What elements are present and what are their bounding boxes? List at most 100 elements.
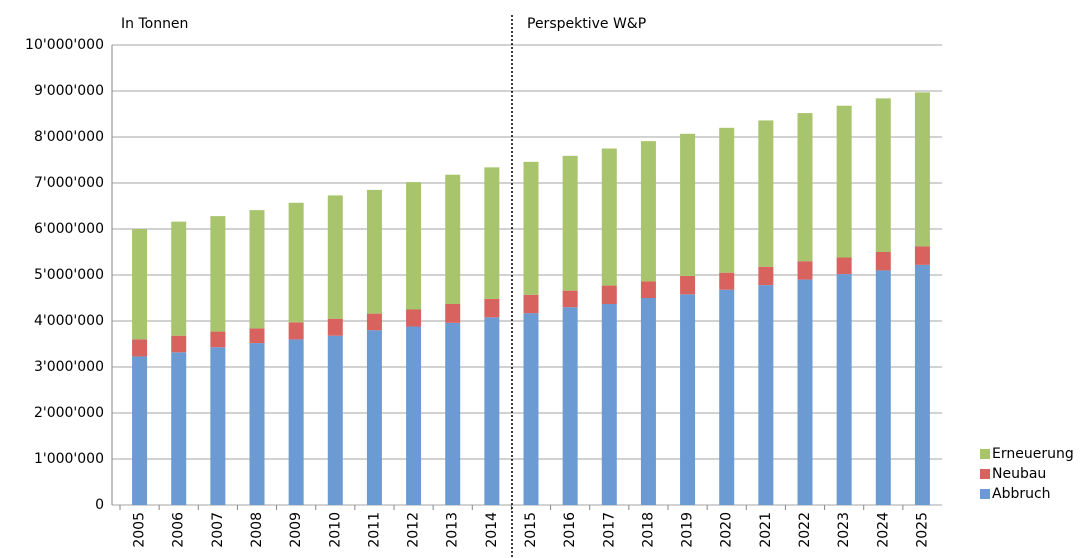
y-tick-label: 2'000'000: [34, 405, 104, 421]
x-tick-label: 2018: [640, 512, 656, 548]
y-tick-label: 3'000'000: [34, 359, 104, 375]
bar-segment: [406, 182, 422, 310]
bar-segment: [327, 318, 343, 336]
bar-segment: [249, 343, 265, 505]
bar-segment: [484, 298, 500, 318]
bar-segment: [836, 257, 852, 275]
x-tick-label: 2022: [797, 512, 813, 548]
x-tick-label: 2025: [914, 512, 930, 548]
bar-segment: [249, 210, 265, 329]
legend-label: Neubau: [992, 466, 1046, 482]
legend-swatch: [980, 469, 990, 479]
bar-segment: [366, 189, 382, 314]
bar-segment: [562, 307, 578, 505]
bar-segment: [445, 174, 461, 304]
bar-segment: [719, 289, 735, 505]
bar-segment: [875, 98, 891, 252]
bar-segment: [875, 270, 891, 505]
bar-segment: [914, 264, 930, 505]
x-tick-label: 2014: [484, 512, 500, 548]
x-tick-label: 2023: [836, 512, 852, 548]
bar-segment: [210, 216, 226, 332]
bar-segment: [445, 322, 461, 505]
bar-segment: [288, 339, 304, 505]
annotation: In Tonnen: [121, 16, 188, 32]
x-tick-label: 2021: [758, 512, 774, 548]
x-tick-label: 2024: [875, 512, 891, 548]
bar-segment: [288, 202, 304, 323]
bar-segment: [680, 133, 696, 276]
bar-segment: [288, 322, 304, 340]
y-tick-label: 7'000'000: [34, 175, 104, 191]
bar-segment: [914, 92, 930, 247]
bar-segment: [132, 339, 148, 357]
annotation: Perspektive W&P: [527, 16, 646, 32]
bar-segment: [640, 281, 656, 298]
bar-segment: [210, 347, 226, 505]
bar-segment: [171, 352, 187, 505]
bar-segment: [601, 285, 617, 304]
bar-segment: [719, 272, 735, 290]
bar-segment: [875, 252, 891, 271]
x-tick-label: 2015: [523, 512, 539, 548]
bar-segment: [171, 221, 187, 336]
y-tick-label: 9'000'000: [34, 83, 104, 99]
bar-segment: [171, 335, 187, 353]
bar-segment: [132, 229, 148, 340]
bar-segment: [914, 246, 930, 265]
bar-segment: [132, 356, 148, 505]
x-tick-label: 2009: [288, 512, 304, 548]
x-tick-label: 2007: [210, 512, 226, 548]
y-tick-label: 6'000'000: [34, 221, 104, 237]
bar-segment: [836, 105, 852, 258]
x-tick-label: 2008: [249, 512, 265, 548]
y-tick-label: 8'000'000: [34, 129, 104, 145]
bar-segment: [366, 330, 382, 505]
x-tick-label: 2017: [601, 512, 617, 548]
bar-segment: [562, 290, 578, 308]
bar-segment: [601, 148, 617, 286]
legend-label: Abbruch: [992, 486, 1051, 502]
bar-segment: [484, 167, 500, 299]
bar-segment: [523, 294, 539, 314]
bar-segment: [523, 161, 539, 295]
y-tick-label: 1'000'000: [34, 451, 104, 467]
bar-segment: [640, 298, 656, 505]
bar-segment: [406, 309, 422, 327]
x-tick-label: 2010: [327, 512, 343, 548]
y-tick-label: 10'000'000: [25, 37, 104, 53]
bar-segment: [601, 303, 617, 505]
bar-segment: [680, 294, 696, 505]
legend-swatch: [980, 449, 990, 459]
bar-segment: [366, 313, 382, 331]
bar-segment: [758, 285, 774, 505]
bar-segment: [327, 195, 343, 319]
bar-segment: [758, 120, 774, 267]
x-tick-label: 2006: [171, 512, 187, 548]
x-tick-label: 2013: [445, 512, 461, 548]
bar-segment: [562, 155, 578, 291]
x-tick-label: 2020: [719, 512, 735, 548]
bar-segment: [327, 335, 343, 505]
x-tick-label: 2019: [680, 512, 696, 548]
bar-segment: [406, 326, 422, 505]
x-tick-label: 2016: [562, 512, 578, 548]
bar-segment: [758, 266, 774, 286]
y-tick-label: 5'000'000: [34, 267, 104, 283]
y-tick-label: 0: [95, 497, 104, 513]
legend-label: Erneuerung: [992, 446, 1074, 462]
bar-segment: [719, 127, 735, 273]
bar-segment: [210, 331, 226, 348]
bar-segment: [445, 303, 461, 323]
bar-segment: [249, 328, 265, 344]
bar-segment: [484, 317, 500, 505]
legend-swatch: [980, 489, 990, 499]
bar-segment: [797, 261, 813, 280]
y-tick-label: 4'000'000: [34, 313, 104, 329]
x-tick-label: 2011: [366, 512, 382, 548]
bar-segment: [640, 141, 656, 282]
bar-segment: [797, 113, 813, 262]
x-tick-label: 2012: [406, 512, 422, 548]
x-tick-label: 2005: [132, 512, 148, 548]
